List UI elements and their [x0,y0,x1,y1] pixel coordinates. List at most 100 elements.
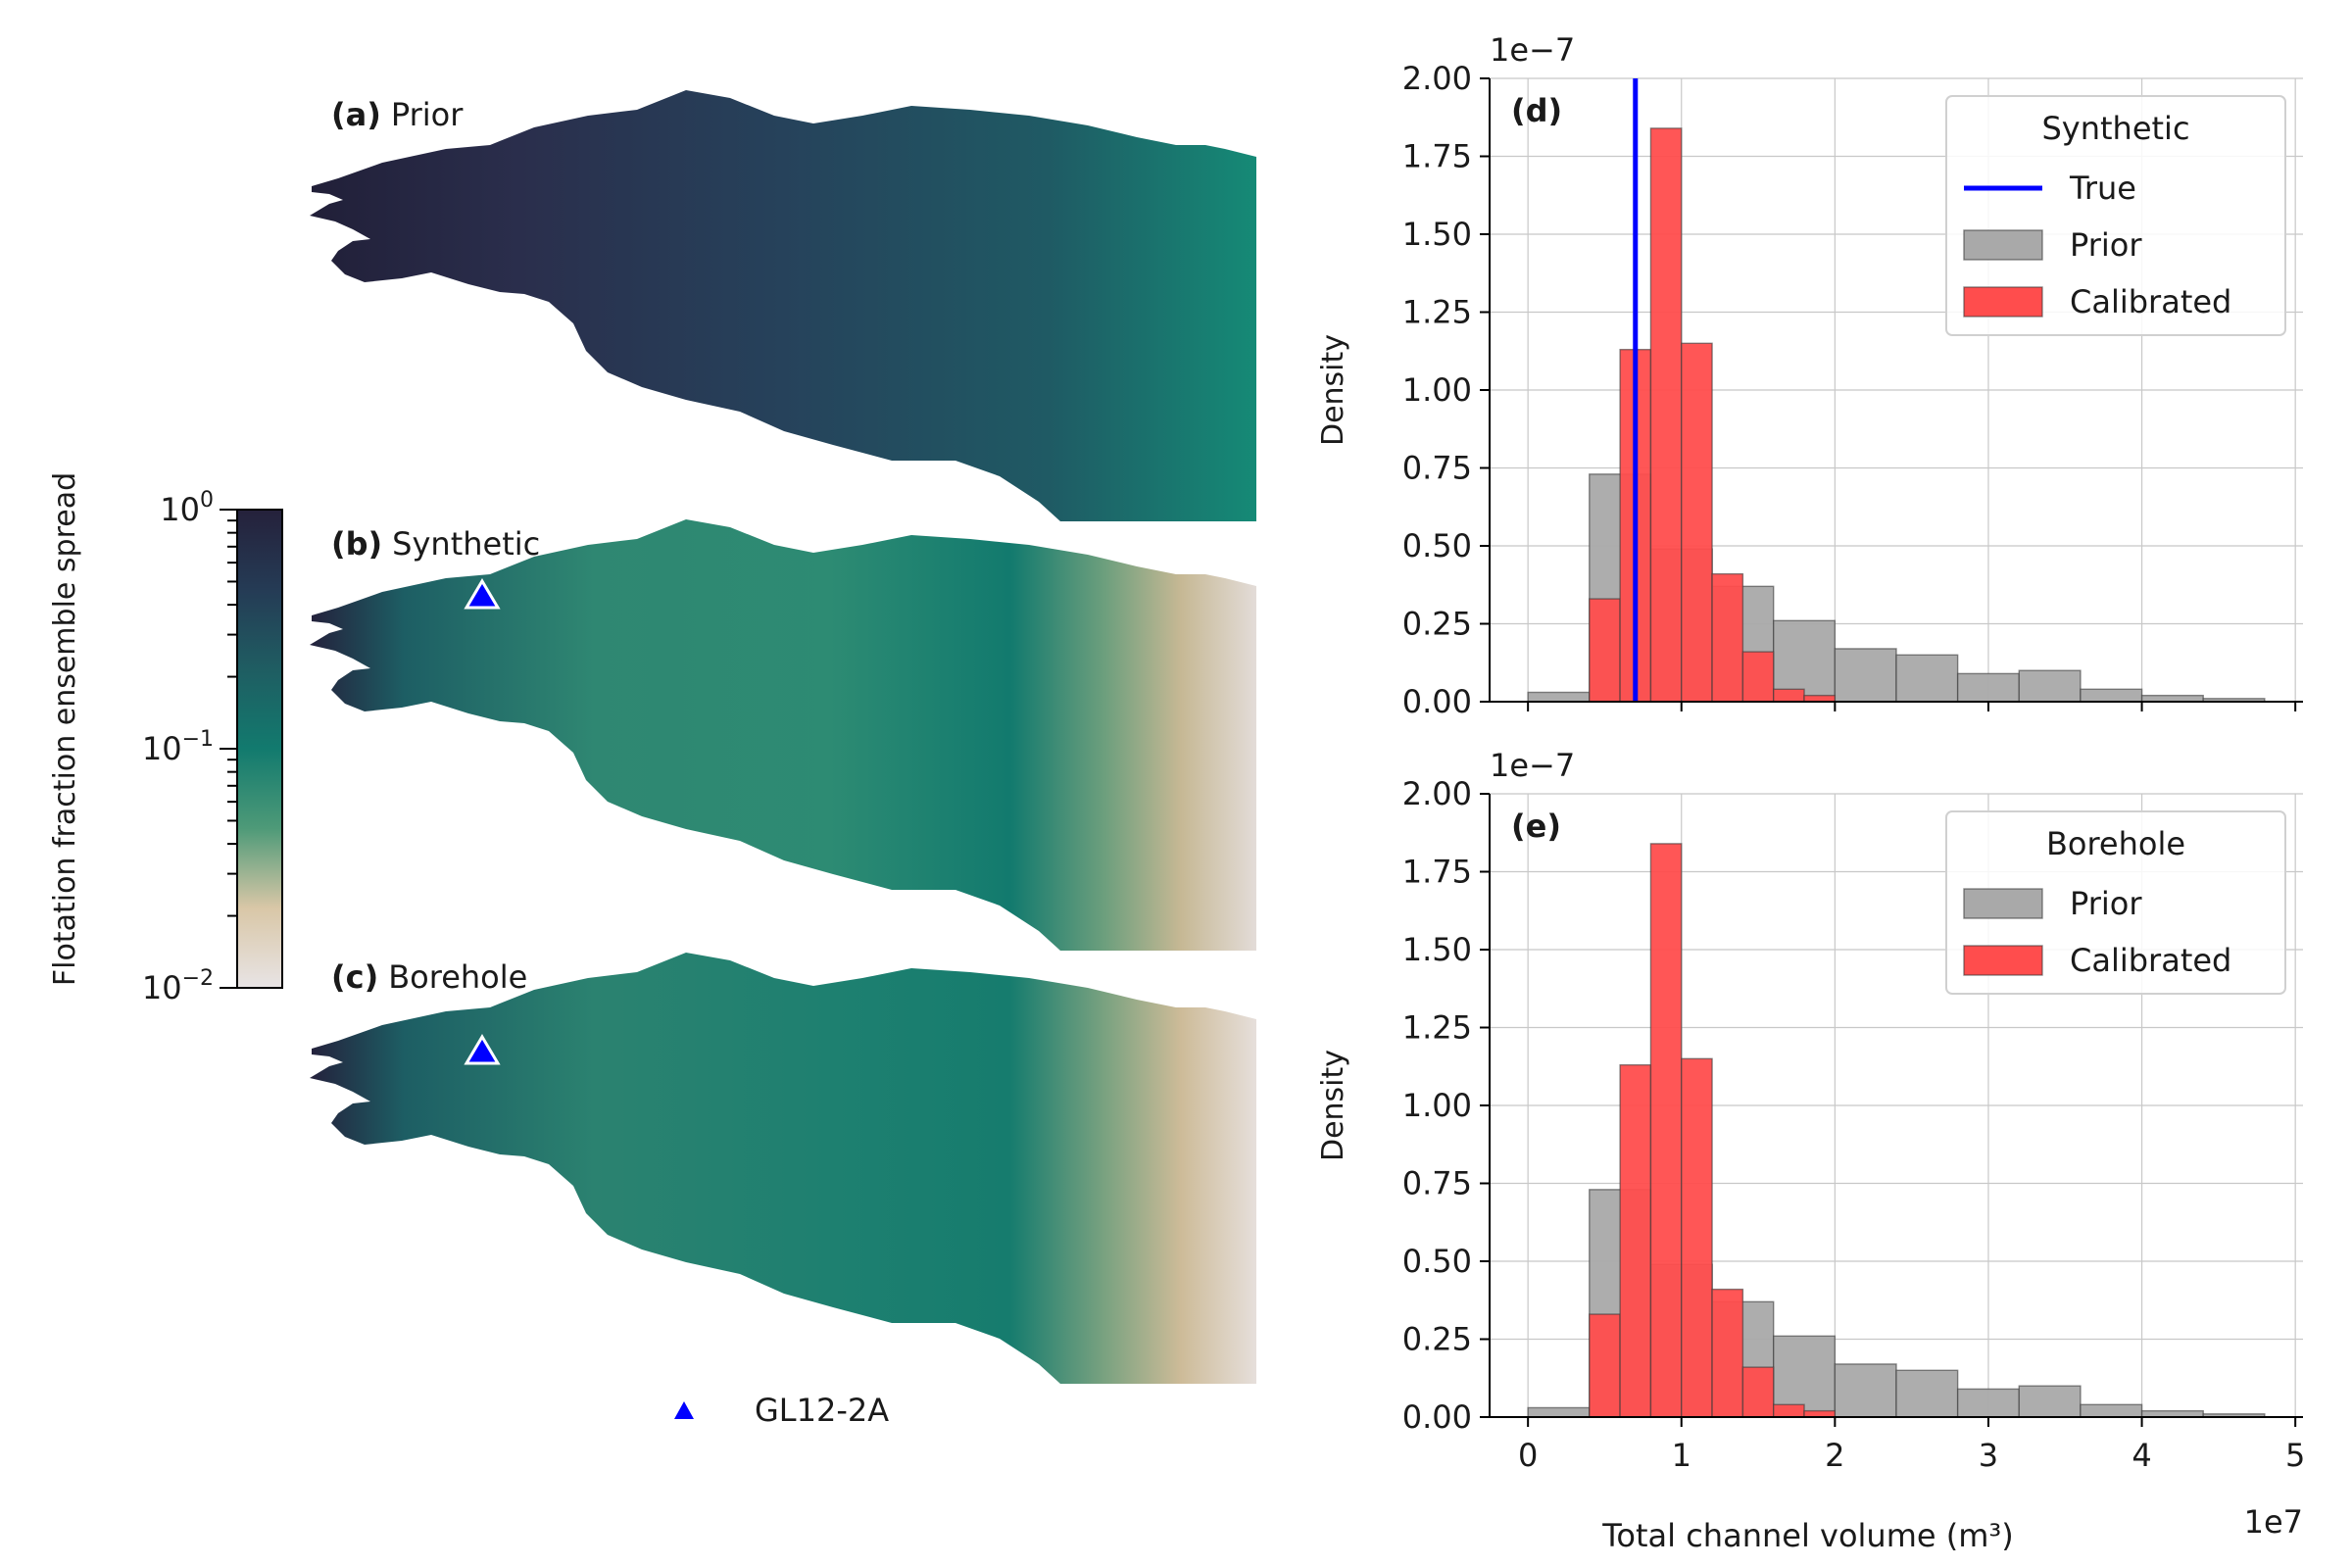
y-tick-label: 2.00 [1402,775,1472,812]
legend-patch-swatch [1963,945,2043,976]
x-tick-label: 5 [2285,1437,2305,1474]
histogram-panel-borehole: 0.00 0.25 0.50 0.75 1.00 1.25 1.50 1.75 2.00 0 1 2 3… [1316,747,2305,1554]
legend-entry-label: Prior [2070,226,2142,264]
map-label: (c) Borehole [331,958,527,996]
legend-entry-label: Calibrated [2070,283,2231,320]
legend-patch-swatch [1963,286,2043,318]
colorbar-tick-label: 10−2 [142,966,214,1006]
bar-calibrated [1619,1063,1652,1418]
y-tick-label: 1.50 [1402,216,1472,253]
x-tick-label: 0 [1518,1437,1538,1474]
bar-prior [1895,654,1959,703]
map-panels: (a) Prior (b) Synthetic (c) Borehole GL12-2… [310,90,1256,1429]
map-panel-letter: (a) [331,96,381,133]
y-axis-multiplier: 1e−7 [1490,31,1575,69]
y-axis-multiplier: 1e−7 [1490,747,1575,784]
panel-letter: (e) [1511,808,1561,845]
y-tick-label: 0.25 [1402,606,1472,643]
histogram-panel-synthetic: 0.00 0.25 0.50 0.75 1.00 1.25 1.50 1.75 2.00 1e−7… [1316,31,2303,720]
legend-patch-swatch [1963,229,2043,261]
bar-prior [1956,1388,2020,1418]
bar-calibrated [1681,342,1713,703]
bar-calibrated [1741,1366,1775,1418]
y-tick-label: 0.50 [1402,1243,1472,1280]
map-panel-letter: (c) [331,958,378,996]
colorbar: 100 10−1 10−2 Flotation fraction ensemble s… [48,472,283,1006]
legend: Synthetic True Prior Calibrated [1945,95,2286,336]
y-tick-label: 1.50 [1402,931,1472,968]
y-tick-label: 2.00 [1402,60,1472,97]
x-tick-label: 1 [1672,1437,1691,1474]
bar-prior [1834,648,1897,703]
glacier-map-borehole [310,953,1256,1384]
borehole-marker-icon [464,1034,501,1065]
bar-prior [1956,672,2020,703]
bar-calibrated [1649,127,1683,703]
x-tick-label: 2 [1825,1437,1844,1474]
map-panel-title: Borehole [388,958,527,996]
map-panel-title: Prior [391,96,464,133]
y-tick-label: 1.25 [1402,1009,1472,1047]
x-tick-label: 3 [1979,1437,1998,1474]
bar-prior [1527,1406,1591,1418]
colorbar-tick-label: 10−1 [142,727,214,767]
y-tick-label: 0.75 [1402,1165,1472,1202]
colorbar-gradient [236,509,283,989]
y-tick-label: 1.00 [1402,1087,1472,1124]
bar-prior [1895,1369,1959,1418]
bar-calibrated [1741,651,1775,703]
histogram-panels: 0.00 0.25 0.50 0.75 1.00 1.25 1.50 1.75 2.00 1e−7… [1316,31,2305,1554]
x-axis-label: Total channel volume (m³) [1601,1517,2013,1554]
bar-prior [2080,688,2143,703]
map-panel-title: Synthetic [392,525,540,563]
map-panel-letter: (b) [331,525,382,563]
series-calibrated [1589,127,1837,703]
y-tick-label: 0.50 [1402,527,1472,564]
y-tick-label: 0.00 [1402,683,1472,720]
y-tick-label: 1.25 [1402,294,1472,331]
legend-patch-swatch [1963,888,2043,919]
y-tick-label: 0.00 [1402,1398,1472,1436]
glacier-map-prior [310,90,1256,521]
bar-calibrated [1681,1057,1713,1418]
legend-entry-label: True [2069,170,2136,207]
legend-title: Borehole [2046,825,2185,862]
legend-box [1945,95,2286,336]
bar-prior [1834,1363,1897,1418]
bar-prior [2018,1385,2082,1418]
glacier-map-synthetic [310,519,1256,951]
legend-entry-label: Calibrated [2070,942,2231,979]
map-panel-borehole: (c) Borehole [310,953,1256,1384]
legend: Borehole Prior Calibrated [1945,810,2286,995]
colorbar-tick-label: 100 [160,488,214,528]
x-axis-multiplier: 1e7 [2244,1503,2303,1541]
y-tick-label: 0.25 [1402,1321,1472,1358]
bar-calibrated [1773,688,1805,703]
bar-calibrated [1711,572,1744,703]
y-tick-label: 1.75 [1402,138,1472,175]
y-axis-label: Density [1316,1050,1350,1161]
series-calibrated [1589,843,1837,1418]
bar-calibrated [1711,1288,1744,1418]
y-tick-label: 1.75 [1402,854,1472,891]
x-tick-label: 4 [2132,1437,2151,1474]
bar-prior [2080,1403,2143,1418]
bar-prior [1527,691,1591,703]
bar-calibrated [1773,1403,1805,1418]
borehole-marker-icon [464,578,501,610]
y-axis-label: Density [1316,334,1350,446]
legend-title: Synthetic [2041,110,2189,147]
map-panel-prior: (a) Prior [310,90,1256,521]
map-panel-synthetic: (b) Synthetic [310,519,1256,951]
borehole-legend-icon [674,1401,694,1419]
map-label: (b) Synthetic [331,525,540,563]
y-tick-label: 0.75 [1402,450,1472,487]
bar-calibrated [1589,1313,1621,1418]
bar-calibrated [1589,598,1621,703]
panel-letter: (d) [1511,92,1562,129]
colorbar-label: Flotation fraction ensemble spread [48,472,82,986]
map-legend-label: GL12-2A [755,1392,889,1429]
bar-prior [2018,669,2082,703]
y-tick-label: 1.00 [1402,371,1472,409]
